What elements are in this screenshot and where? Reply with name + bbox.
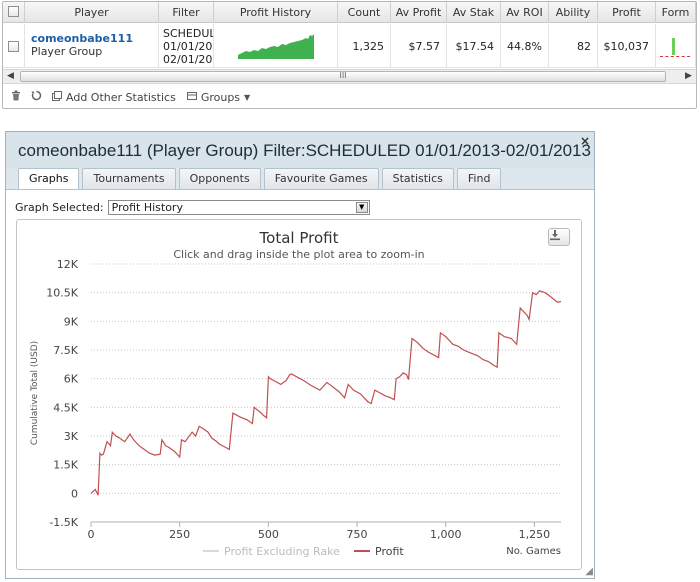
close-icon[interactable]: ×	[579, 134, 590, 148]
grid-header: Player Filter Profit History Count Av Pr…	[3, 2, 696, 23]
player-grid-panel: Player Filter Profit History Count Av Pr…	[2, 1, 697, 109]
header-av-roi[interactable]: Av ROI	[501, 2, 549, 23]
tab-tournaments[interactable]: Tournaments	[82, 168, 176, 189]
chart-subtitle: Click and drag inside the plot area to z…	[173, 248, 424, 261]
row-checkbox[interactable]	[8, 40, 19, 52]
player-type-label: Player Group	[31, 45, 103, 58]
filter-line-1: SCHEDUL	[163, 27, 214, 40]
x-tick-label: 1,000	[430, 528, 462, 541]
av-stake-cell: $17.54	[447, 24, 501, 68]
legend-label-profit: Profit	[375, 545, 404, 558]
add-other-statistics-label: Add Other Statistics	[66, 90, 176, 104]
av-roi-cell: 44.8%	[501, 24, 549, 68]
form-cell	[656, 24, 696, 68]
header-ability[interactable]: Ability	[549, 2, 598, 23]
y-tick-label: 3K	[64, 430, 79, 443]
groups-dropdown[interactable]: Groups ▼	[186, 90, 251, 104]
y-tick-label: 1.5K	[53, 459, 78, 472]
y-tick-label: -1.5K	[49, 516, 78, 529]
filter-line-2: 01/01/20	[163, 40, 213, 53]
x-tick-label: 0	[88, 528, 95, 541]
y-tick-label: 4.5K	[53, 401, 78, 414]
header-count[interactable]: Count	[338, 2, 391, 23]
refresh-icon[interactable]	[31, 90, 42, 104]
header-profit-history[interactable]: Profit History	[214, 2, 338, 23]
dropdown-arrow-icon[interactable]: ▼	[355, 202, 368, 213]
groups-label: Groups	[200, 90, 241, 104]
x-axis-label: No. Games	[506, 546, 561, 557]
x-tick-label: 250	[169, 528, 190, 541]
graph-select-dropdown[interactable]: Profit History ▼	[107, 200, 370, 215]
y-tick-label: 0	[71, 487, 78, 500]
profit-history-sparkline	[237, 34, 314, 59]
player-cell: comeonbabe111 Player Group	[25, 24, 159, 68]
horizontal-scrollbar[interactable]: ◀ III ▶	[3, 69, 696, 84]
graph-selected-label: Graph Selected:	[15, 201, 104, 214]
grid-toolbar: Add Other Statistics Groups ▼	[3, 86, 696, 108]
tab-find[interactable]: Find	[456, 168, 502, 189]
player-graph-window: comeonbabe111 (Player Group) Filter:SCHE…	[5, 131, 595, 579]
player-name-link[interactable]: comeonbabe111	[31, 32, 133, 45]
av-profit-cell: $7.57	[391, 24, 447, 68]
y-tick-label: 12K	[57, 258, 79, 271]
header-select-all[interactable]	[3, 2, 25, 23]
profit-cell: $10,037	[598, 24, 656, 68]
x-tick-label: 1,250	[519, 528, 551, 541]
y-axis-label: Cumulative Total (USD)	[30, 341, 40, 445]
window-title: comeonbabe111 (Player Group) Filter:SCHE…	[18, 141, 591, 160]
header-filter[interactable]: Filter	[159, 2, 214, 23]
y-tick-label: 9K	[64, 315, 79, 328]
filter-line-3: 02/01/20	[163, 53, 213, 66]
profit-history-sparkline-cell	[214, 24, 338, 68]
y-tick-label: 7.5K	[53, 344, 78, 357]
legend-label-profit-excluding-rake: Profit Excluding Rake	[224, 545, 340, 558]
filter-cell: SCHEDUL 01/01/20 02/01/20	[159, 24, 214, 68]
resize-grip-icon[interactable]: ◢	[585, 566, 593, 577]
chevron-down-icon: ▼	[244, 92, 251, 102]
header-form[interactable]: Form	[656, 2, 696, 23]
graph-selector-row: Graph Selected: Profit History ▼	[15, 200, 370, 215]
total-profit-chart[interactable]: Total Profit Click and drag inside the pl…	[16, 219, 582, 570]
tab-opponents[interactable]: Opponents	[178, 168, 261, 189]
select-all-checkbox[interactable]	[8, 6, 19, 17]
scroll-left-icon[interactable]: ◀	[7, 71, 14, 81]
sparkline-area	[237, 34, 314, 59]
header-player[interactable]: Player	[25, 2, 159, 23]
tab-statistics[interactable]: Statistics	[381, 168, 454, 189]
profit-series-line	[90, 290, 562, 496]
header-profit[interactable]: Profit	[598, 2, 656, 23]
header-av-stake[interactable]: Av Stak	[447, 2, 501, 23]
tab-graphs[interactable]: Graphs	[18, 168, 80, 189]
window-tabs: Graphs Tournaments Opponents Favourite G…	[18, 168, 502, 189]
graphs-tab-panel: Graph Selected: Profit History ▼ Total P…	[6, 189, 594, 578]
ability-cell: 82	[549, 24, 598, 68]
scrollbar-thumb[interactable]: III	[20, 71, 666, 82]
form-baseline	[660, 56, 690, 57]
table-row[interactable]: comeonbabe111 Player Group SCHEDUL 01/01…	[3, 24, 696, 68]
trash-icon[interactable]	[11, 90, 21, 104]
add-statistics-icon	[52, 90, 62, 104]
y-tick-label: 6K	[64, 373, 79, 386]
chart-title: Total Profit	[259, 229, 339, 247]
graph-select-value: Profit History	[111, 201, 183, 214]
window-titlebar[interactable]: comeonbabe111 (Player Group) Filter:SCHE…	[6, 132, 594, 168]
count-cell: 1,325	[338, 24, 391, 68]
add-other-statistics-button[interactable]: Add Other Statistics	[52, 90, 176, 104]
x-tick-label: 500	[258, 528, 279, 541]
row-select-cell[interactable]	[3, 24, 25, 68]
header-av-profit[interactable]: Av Profit	[391, 2, 447, 23]
download-icon[interactable]	[548, 228, 570, 246]
x-tick-label: 750	[347, 528, 368, 541]
groups-icon	[186, 91, 197, 104]
y-tick-label: 10.5K	[46, 287, 78, 300]
scroll-right-icon[interactable]: ▶	[685, 71, 692, 81]
form-bar	[672, 38, 675, 55]
tab-favourite-games[interactable]: Favourite Games	[263, 168, 379, 189]
